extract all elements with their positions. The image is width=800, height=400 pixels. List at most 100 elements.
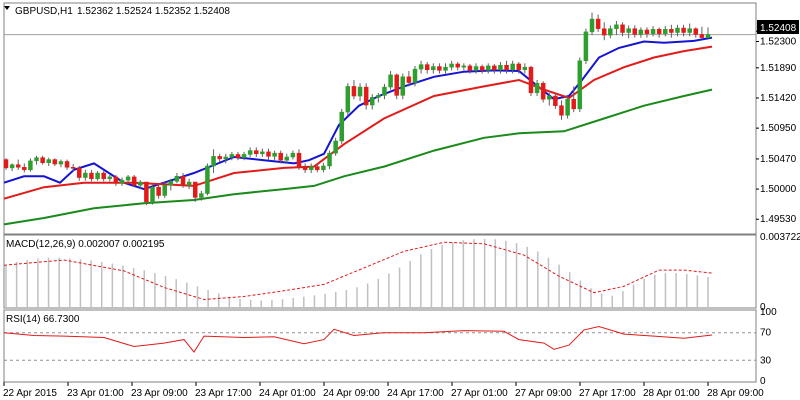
candle bbox=[260, 148, 265, 157]
candle bbox=[565, 96, 570, 119]
candle bbox=[9, 163, 15, 172]
time-tick-label: 24 Apr 09:00 bbox=[323, 388, 380, 399]
macd-tick-label: 0.003722 bbox=[760, 232, 800, 243]
price-tick-label: 1.50000 bbox=[760, 184, 797, 195]
candle bbox=[131, 174, 137, 188]
candle bbox=[64, 159, 70, 170]
candle bbox=[400, 73, 406, 100]
candle bbox=[302, 163, 308, 174]
macd-tick-label: 0 bbox=[760, 302, 766, 313]
candle bbox=[656, 27, 662, 38]
candle bbox=[308, 163, 314, 174]
rsi-line-group bbox=[3, 325, 713, 353]
candle bbox=[376, 92, 381, 103]
rsi-tick-label: 0 bbox=[760, 376, 766, 387]
candle bbox=[473, 63, 479, 74]
time-tick-label: 27 Apr 01:00 bbox=[451, 388, 508, 399]
candle bbox=[333, 137, 338, 156]
macd-title: MACD(12,26,9) 0.002007 0.002195 bbox=[6, 239, 165, 250]
candle bbox=[3, 158, 9, 170]
candle bbox=[644, 27, 650, 38]
price-panel-title: GBPUSD,H1 1.52362 1.52524 1.52352 1.5240… bbox=[4, 6, 230, 17]
candle bbox=[485, 63, 491, 74]
candle bbox=[626, 25, 631, 39]
price-tick-label: 1.52300 bbox=[760, 37, 797, 48]
candle bbox=[150, 183, 155, 205]
candle bbox=[95, 171, 100, 181]
candle bbox=[388, 71, 393, 90]
candle bbox=[559, 100, 564, 120]
candles bbox=[3, 12, 711, 206]
candle bbox=[522, 63, 528, 74]
current-price-box bbox=[757, 20, 799, 34]
panel-frame bbox=[3, 309, 757, 383]
candle bbox=[205, 163, 210, 196]
y-axis-labels: 1.524601.523001.518901.514201.509501.504… bbox=[756, 26, 800, 387]
candle bbox=[437, 63, 442, 74]
candle bbox=[199, 191, 204, 201]
time-tick-label: 23 Apr 01:00 bbox=[67, 388, 124, 399]
candle bbox=[229, 151, 235, 161]
rsi-tick-label: 100 bbox=[760, 307, 777, 318]
candle bbox=[577, 57, 583, 113]
candle bbox=[394, 73, 399, 100]
time-tick-label: 23 Apr 09:00 bbox=[131, 388, 188, 399]
candle bbox=[467, 63, 473, 74]
candle bbox=[516, 62, 522, 74]
price-tick-label: 1.51890 bbox=[760, 63, 797, 74]
candle bbox=[89, 169, 94, 182]
time-tick-label: 24 Apr 01:00 bbox=[259, 388, 316, 399]
candle bbox=[321, 162, 326, 173]
candle bbox=[614, 20, 619, 36]
candle bbox=[315, 163, 320, 173]
candle bbox=[83, 169, 88, 181]
candle bbox=[424, 62, 430, 74]
candle bbox=[540, 81, 546, 103]
candle bbox=[247, 147, 253, 157]
candle bbox=[168, 178, 174, 191]
candle bbox=[15, 159, 21, 170]
candle bbox=[705, 27, 711, 39]
candle bbox=[504, 60, 509, 74]
moving-averages bbox=[3, 36, 713, 226]
candle bbox=[687, 23, 692, 37]
candle bbox=[455, 62, 460, 71]
candle bbox=[217, 153, 222, 163]
candle bbox=[266, 148, 271, 161]
rsi-levels bbox=[4, 332, 756, 361]
candle bbox=[492, 63, 497, 74]
candle bbox=[113, 174, 119, 186]
time-tick-label: 22 Apr 2015 bbox=[3, 388, 57, 399]
candle bbox=[699, 26, 705, 39]
current-price-tag: 1.52408 bbox=[757, 20, 799, 34]
collapse-arrow-icon[interactable] bbox=[4, 6, 10, 10]
candle bbox=[272, 150, 277, 161]
candle bbox=[571, 86, 576, 113]
candle bbox=[162, 181, 167, 199]
macd-signal bbox=[3, 241, 713, 301]
candle bbox=[498, 62, 503, 74]
candle bbox=[528, 65, 534, 97]
candle bbox=[186, 178, 192, 190]
candle bbox=[107, 174, 113, 182]
candle bbox=[46, 157, 51, 166]
time-tick-label: 28 Apr 09:00 bbox=[707, 388, 764, 399]
time-tick-label: 27 Apr 17:00 bbox=[579, 388, 636, 399]
candle bbox=[510, 60, 515, 74]
price-tick-label: 1.50470 bbox=[760, 154, 797, 165]
macd-histogram bbox=[5, 238, 709, 307]
candle bbox=[589, 12, 595, 36]
candle bbox=[351, 80, 357, 100]
candle bbox=[40, 155, 45, 165]
candle bbox=[235, 151, 241, 161]
macd-signal-line bbox=[3, 241, 713, 301]
candle bbox=[119, 177, 125, 186]
candle bbox=[339, 108, 344, 145]
time-tick-label: 27 Apr 09:00 bbox=[515, 388, 572, 399]
candle bbox=[675, 24, 680, 37]
candle bbox=[284, 153, 290, 164]
price-tick-label: 1.51420 bbox=[760, 93, 797, 104]
moving-average-2 bbox=[3, 88, 713, 226]
candle bbox=[595, 14, 601, 32]
